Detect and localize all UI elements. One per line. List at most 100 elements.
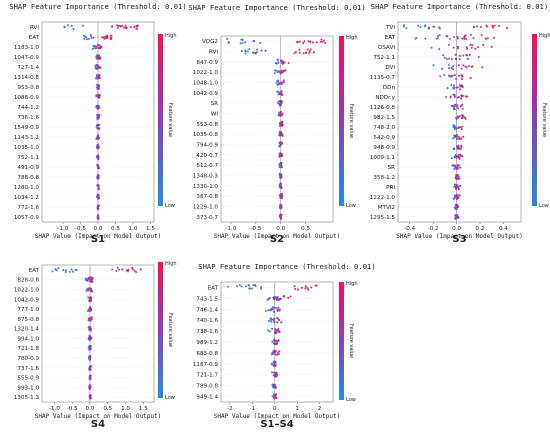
shap-point xyxy=(270,320,273,323)
shap-point xyxy=(226,37,229,40)
shap-point xyxy=(458,137,461,141)
feature-label: 1009-1.1 xyxy=(370,155,396,161)
colorbar xyxy=(158,262,163,398)
shap-point xyxy=(241,41,244,45)
shap-point xyxy=(227,41,230,44)
panel-s2: SHAP Feature Importance (Threshold: 0.01… xyxy=(188,3,365,245)
shap-point xyxy=(240,50,243,53)
shap-point xyxy=(116,24,119,27)
shap-point xyxy=(278,165,281,169)
shap-point xyxy=(97,117,100,120)
shap-point xyxy=(104,35,107,38)
colorbar-title: Feature value xyxy=(348,104,354,138)
shap-point xyxy=(96,126,99,129)
shap-point xyxy=(460,144,463,147)
colorbar-low-label: Low xyxy=(165,395,175,401)
shap-point xyxy=(323,41,326,45)
shap-point xyxy=(455,208,458,211)
shap-point xyxy=(96,144,99,147)
shap-point xyxy=(273,298,276,301)
shap-point xyxy=(249,287,252,290)
shap-point xyxy=(282,60,285,63)
shap-point xyxy=(320,38,323,41)
shap-point xyxy=(269,317,272,320)
shap-point xyxy=(95,45,98,49)
feature-label: 752-1.1 xyxy=(373,55,395,61)
shap-point xyxy=(236,285,239,288)
shap-point xyxy=(99,45,102,48)
shap-point xyxy=(280,133,283,137)
shap-point xyxy=(453,134,456,137)
shap-point xyxy=(244,41,247,44)
shap-point xyxy=(277,339,280,342)
shap-point xyxy=(273,384,276,387)
shap-point xyxy=(96,105,99,108)
x-tick-label: -0.4 xyxy=(404,226,415,232)
shap-point xyxy=(97,197,100,200)
shap-point xyxy=(449,96,452,99)
shap-point xyxy=(280,81,283,84)
shap-point xyxy=(294,50,297,54)
shap-point xyxy=(452,164,455,167)
shap-point xyxy=(456,45,459,48)
shap-point xyxy=(64,270,67,274)
shap-point xyxy=(282,79,285,82)
shap-point xyxy=(455,117,458,120)
shap-point xyxy=(276,309,279,312)
shap-point xyxy=(308,51,311,54)
shap-point xyxy=(274,327,277,331)
shap-point xyxy=(89,287,92,290)
feature-label: 953-0.8 xyxy=(17,85,39,91)
shap-point xyxy=(293,285,296,288)
shap-point xyxy=(454,167,457,170)
shap-point xyxy=(89,356,92,359)
feature-label: 794-0.9 xyxy=(196,143,218,149)
shap-point xyxy=(461,74,464,77)
feature-label: 788-0.8 xyxy=(17,175,39,181)
shap-point xyxy=(278,152,281,155)
colorbar xyxy=(339,36,344,206)
colorbar-high-label: High xyxy=(165,261,177,267)
panel-s4: EAT 828-0.8 1022-1.0 1042-0.9 777-1.0 875-0.8… xyxy=(14,261,177,430)
feature-label: 1143-1.2 xyxy=(14,135,39,141)
feature-label: 1135-0.7 xyxy=(370,75,396,81)
shap-point xyxy=(89,299,92,302)
shap-point xyxy=(445,57,448,61)
shap-point xyxy=(432,64,435,67)
shap-point xyxy=(273,332,276,335)
colorbar-low-label: Low xyxy=(346,203,356,209)
feature-label: EAT xyxy=(29,35,40,41)
shap-point xyxy=(254,285,257,288)
chart-title: SHAP Feature Importance (Threshold: 0.01… xyxy=(188,3,365,12)
feature-label: 542-0.9 xyxy=(373,135,395,141)
feature-label: 777-1.0 xyxy=(17,307,39,313)
shap-point xyxy=(96,204,99,208)
shap-point xyxy=(90,278,93,281)
shap-point xyxy=(452,87,455,90)
shap-point xyxy=(460,116,463,120)
shap-point xyxy=(96,134,99,137)
shap-point xyxy=(279,297,282,300)
feature-label: DVI xyxy=(385,65,395,71)
shap-point xyxy=(98,124,101,127)
shap-point xyxy=(279,70,282,73)
feature-label: 740-1.6 xyxy=(196,318,218,324)
shap-point xyxy=(119,25,122,28)
shap-point xyxy=(473,25,476,28)
feature-label: 1035-1.0 xyxy=(14,145,40,151)
shap-point xyxy=(465,38,468,41)
shap-point xyxy=(461,107,464,110)
shap-point xyxy=(87,325,90,328)
shap-point xyxy=(274,62,278,65)
shap-point xyxy=(453,156,456,159)
feature-label: 491-0.9 xyxy=(17,165,39,171)
shap-point xyxy=(441,67,444,70)
shap-point xyxy=(461,77,464,81)
shap-point xyxy=(279,141,282,144)
shap-point xyxy=(460,84,463,87)
shap-point xyxy=(452,108,456,111)
shap-point xyxy=(453,128,456,131)
feature-label: 748-2.0 xyxy=(373,125,395,131)
shap-point xyxy=(279,175,282,178)
feature-label: VOG2 xyxy=(202,39,218,45)
